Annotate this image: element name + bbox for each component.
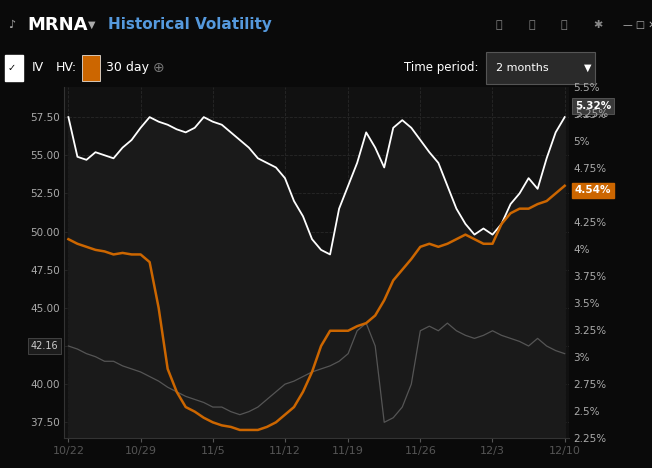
Text: 42.16: 42.16 <box>31 341 58 351</box>
Text: 🔍: 🔍 <box>528 20 535 29</box>
FancyBboxPatch shape <box>486 52 595 84</box>
Text: 5.25%: 5.25% <box>575 109 608 118</box>
Text: MRNA: MRNA <box>27 15 88 34</box>
Text: HV:: HV: <box>55 61 76 74</box>
Text: ⛓: ⛓ <box>561 20 567 29</box>
FancyBboxPatch shape <box>82 55 100 81</box>
Text: — □ ✕: — □ ✕ <box>623 20 652 29</box>
Text: IV: IV <box>31 61 44 74</box>
Text: Historical Volatility: Historical Volatility <box>108 17 271 32</box>
FancyBboxPatch shape <box>5 55 23 81</box>
Text: 5.32%: 5.32% <box>575 101 611 111</box>
Text: ♪: ♪ <box>8 20 15 29</box>
Text: ▼: ▼ <box>88 20 96 29</box>
Text: ⊕: ⊕ <box>153 61 164 75</box>
Text: Time period:: Time period: <box>404 61 479 74</box>
Text: 30 day: 30 day <box>106 61 149 74</box>
Text: 🔧: 🔧 <box>496 20 502 29</box>
Text: ✱: ✱ <box>593 20 602 29</box>
Text: ✓: ✓ <box>8 63 16 73</box>
Text: 4.54%: 4.54% <box>575 185 612 195</box>
Text: ▼: ▼ <box>584 63 591 73</box>
Text: 2 months: 2 months <box>496 63 548 73</box>
